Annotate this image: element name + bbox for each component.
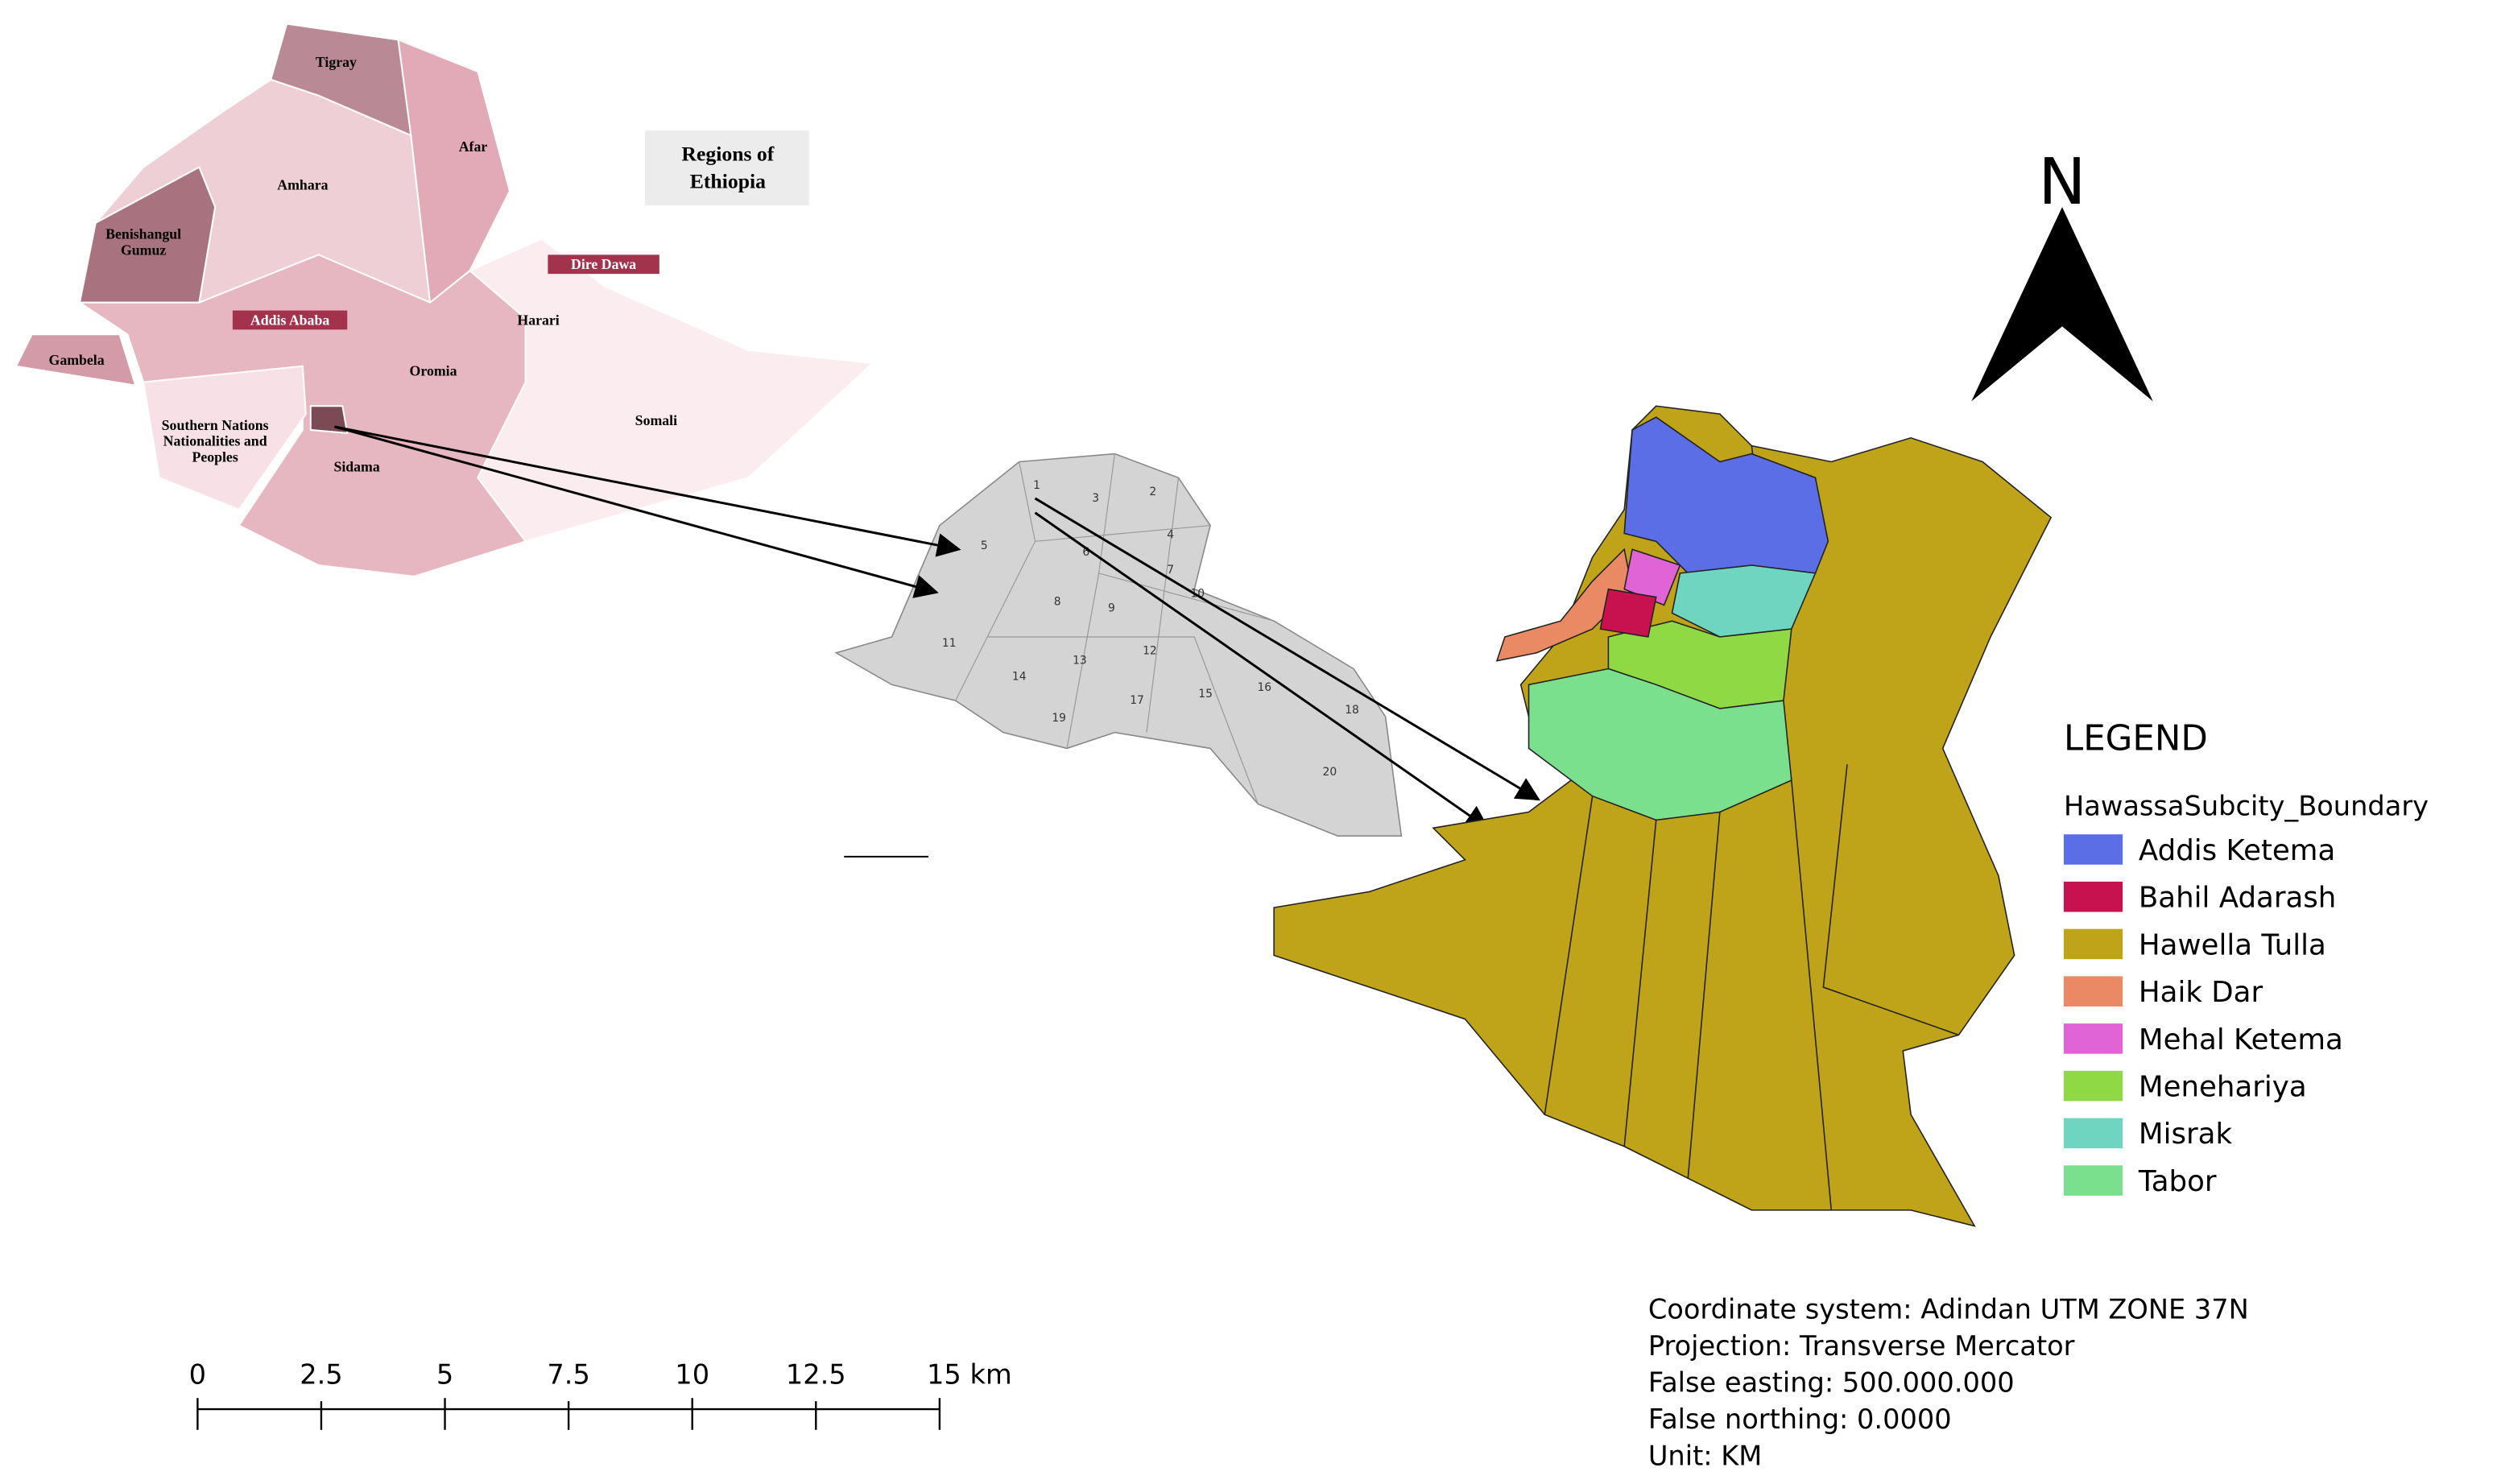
legend-swatch: [2063, 976, 2123, 1007]
info-line: Projection: Transverse Mercator: [1648, 1330, 2075, 1362]
legend: LEGEND HawassaSubcity_Boundary Addis Ket…: [2063, 718, 2429, 1198]
legend-swatch: [2063, 928, 2123, 960]
legend-swatch: [2063, 834, 2123, 865]
arrow: [334, 425, 961, 557]
scale-bar: 0 2.5 5 7.5 10 12.5 15 km: [189, 1358, 1012, 1430]
legend-swatch: [2063, 881, 2123, 912]
legend-swatch: [2063, 1070, 2123, 1102]
zone-label: 1: [1033, 479, 1040, 492]
region-label: Benishangul: [105, 226, 181, 242]
zone-label: 4: [1167, 528, 1174, 541]
scale-label: 5: [436, 1358, 453, 1390]
zone-label: 16: [1257, 681, 1271, 694]
zone-label: 13: [1073, 655, 1087, 668]
zone-label: 18: [1345, 704, 1359, 717]
region-label: Southern Nations: [162, 417, 269, 433]
zone-label: 15: [1198, 688, 1213, 701]
scale-label: 2.5: [300, 1358, 342, 1390]
addis-ababa-box: [232, 310, 348, 330]
region-label: Gumuz: [121, 242, 166, 258]
benishangul-region: [78, 166, 217, 304]
legend-title: LEGEND: [2064, 718, 2208, 759]
kebele-lines: [1544, 445, 1959, 1210]
zone-label: 14: [1012, 670, 1027, 683]
map-info: Coordinate system: Adindan UTM ZONE 37N P…: [1648, 1293, 2249, 1471]
title-box: [645, 130, 809, 206]
tigray-region: [270, 23, 412, 137]
hawassa-map: [1273, 405, 2053, 1227]
legend-swatch: [2063, 1165, 2123, 1196]
region-label: Harari: [517, 312, 559, 328]
zone-label: 3: [1092, 492, 1099, 505]
region-label: Dire Dawa: [571, 256, 636, 272]
arrow: [1034, 497, 1540, 801]
scale-label: 10: [675, 1358, 709, 1390]
legend-label: Mehal Ketema: [2139, 1023, 2343, 1056]
zone-grid-lines: [955, 453, 1275, 804]
region-label: Amhara: [277, 176, 328, 192]
region-label: Tigray: [316, 54, 357, 70]
region-label: Addis Ababa: [250, 312, 329, 328]
zone-label: 19: [1052, 712, 1066, 725]
scale-label: 15 km: [927, 1358, 1012, 1390]
gambela-region: [14, 333, 137, 387]
addis-ketema: [1623, 416, 1829, 574]
snnp-region: [142, 365, 307, 511]
arrow: [334, 425, 939, 598]
zone-label: 6: [1082, 546, 1089, 559]
region-label: Afar: [459, 138, 488, 155]
info-line: False easting: 500.000.000: [1648, 1366, 2015, 1398]
region-label: Gambela: [49, 352, 105, 368]
legend-swatch: [2063, 1118, 2123, 1149]
legend-label: Hawella Tulla: [2139, 928, 2326, 961]
legend-label: Addis Ketema: [2139, 834, 2335, 867]
zone-label: 8: [1054, 595, 1061, 608]
dire-dawa-box: [548, 254, 659, 275]
zone-label: 11: [942, 637, 957, 650]
zone-label: 9: [1108, 601, 1115, 614]
inset-title: Regions of: [681, 143, 774, 166]
info-line: False northing: 0.0000: [1648, 1403, 1952, 1435]
ethiopia-inset: [14, 23, 875, 577]
legend-label: Tabor: [2138, 1165, 2217, 1198]
region-label: Peoples: [192, 449, 238, 465]
tabor: [1528, 668, 1792, 821]
scale-label: 7.5: [547, 1358, 589, 1390]
region-label: Oromia: [410, 363, 457, 379]
inset-title: Ethiopia: [690, 169, 766, 192]
info-line: Coordinate system: Adindan UTM ZONE 37N: [1648, 1293, 2249, 1325]
region-label: Nationalities and: [163, 433, 267, 449]
somali-region: [468, 238, 875, 543]
north-label: N: [2038, 145, 2086, 219]
legend-layer: HawassaSubcity_Boundary: [2064, 790, 2429, 821]
sidama-zone-map: [834, 453, 1403, 837]
legend-label: Haik Dar: [2139, 976, 2263, 1009]
zone-label: 12: [1143, 645, 1157, 658]
scale-label: 12.5: [786, 1358, 846, 1390]
legend-label: Misrak: [2139, 1118, 2233, 1151]
ethiopia-labels: Regions of Ethiopia Tigray Afar Amhara B…: [49, 54, 775, 474]
info-line: Unit: KM: [1648, 1440, 1762, 1471]
zone-label: 2: [1149, 486, 1156, 498]
bahil-adarash: [1599, 588, 1657, 638]
north-arrow: [1971, 207, 2153, 402]
mehal-ketema: [1623, 548, 1681, 606]
zone-label: 17: [1130, 694, 1144, 707]
region-label: Somali: [635, 412, 677, 428]
zone-label: 20: [1323, 766, 1337, 779]
connector-arrows: [334, 425, 1540, 829]
region-label: Sidama: [333, 458, 379, 474]
arrow: [1034, 511, 1490, 829]
zone-label: 5: [981, 539, 988, 552]
legend-swatch: [2063, 1023, 2123, 1054]
legend-label: Menehariya: [2139, 1070, 2307, 1103]
scale-label: 0: [189, 1358, 206, 1390]
legend-label: Bahil Adarash: [2139, 882, 2336, 915]
zone-label: 7: [1167, 564, 1174, 577]
